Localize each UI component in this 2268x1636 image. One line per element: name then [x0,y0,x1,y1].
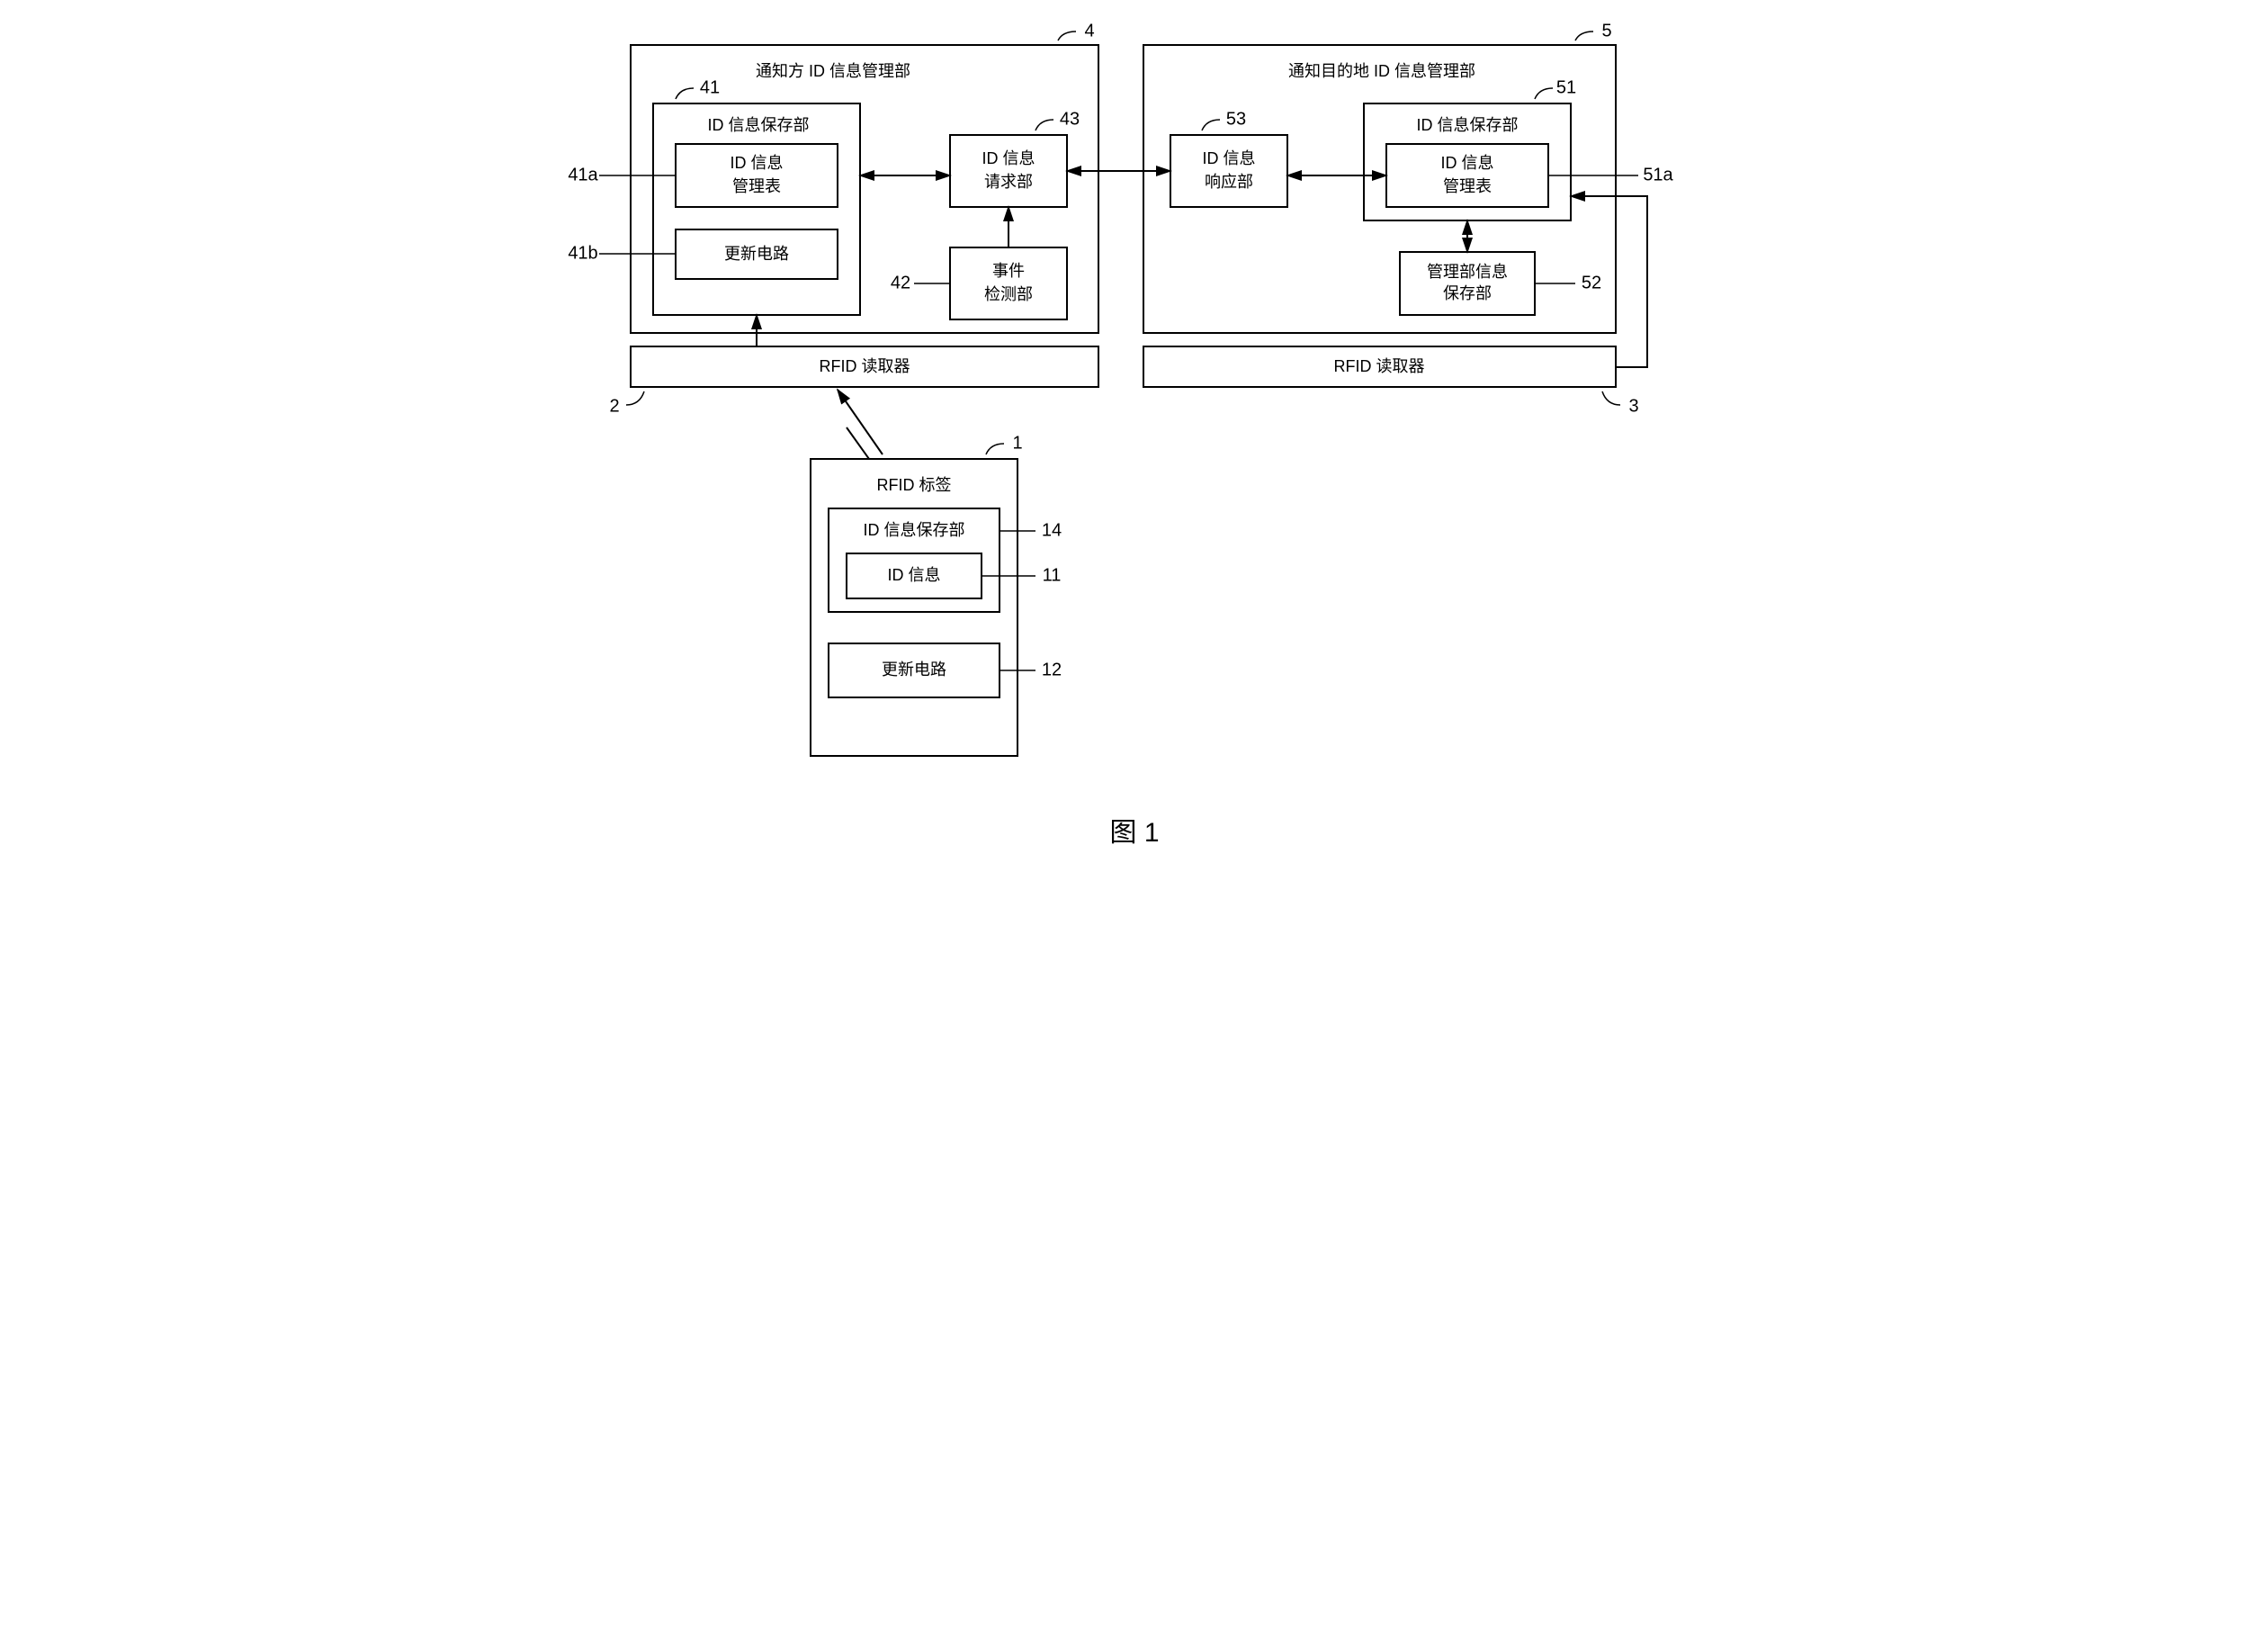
leader-1 [986,444,1004,454]
figure-label: 图 1 [1109,818,1159,848]
leader-2 [626,391,644,405]
leader-5 [1575,31,1593,40]
ref-43: 43 [1059,109,1079,129]
reader-right-label: RFID 读取器 [1333,357,1424,375]
ref-5: 5 [1601,21,1611,40]
mgr-info-l2: 保存部 [1443,284,1492,302]
ref-42: 42 [890,273,910,292]
diagram-canvas: 通知方 ID 信息管理部 4 ID 信息保存部 41 ID 信息 管理表 41a… [559,18,1710,882]
response-box [1170,135,1287,207]
response-l2: 响应部 [1205,173,1253,191]
leader-43 [1035,120,1053,130]
ref-52: 52 [1581,273,1600,292]
request-l2: 请求部 [984,173,1033,191]
leader-51 [1535,88,1553,99]
leader-41 [676,88,694,99]
ref-51a: 51a [1643,165,1673,184]
ref-14: 14 [1041,520,1061,540]
leader-3 [1602,391,1620,405]
event-box [950,247,1067,319]
left-storage-box [653,103,860,315]
arrow-tag-reader [838,390,883,459]
right-table-l2: 管理表 [1443,177,1492,195]
left-table-l1: ID 信息 [730,154,783,172]
leader-4 [1058,31,1076,40]
left-table-l2: 管理表 [732,177,781,195]
reader-left-label: RFID 读取器 [819,357,910,375]
request-l1: ID 信息 [982,149,1035,167]
tag-box [811,459,1017,756]
mgr-info-l1: 管理部信息 [1427,263,1508,281]
request-box [950,135,1067,207]
event-l2: 检测部 [984,285,1033,303]
right-table-l1: ID 信息 [1440,154,1493,172]
ref-3: 3 [1628,396,1638,416]
ref-2: 2 [609,396,619,416]
event-l1: 事件 [992,262,1025,280]
ref-41: 41 [699,77,719,97]
ref-1: 1 [1012,433,1022,453]
tag-title: RFID 标签 [876,476,951,494]
ref-12: 12 [1041,660,1061,679]
tag-update-label: 更新电路 [882,661,946,679]
right-mgr-title: 通知目的地 ID 信息管理部 [1287,62,1475,80]
tag-storage-label: ID 信息保存部 [863,521,964,539]
response-l1: ID 信息 [1202,149,1255,167]
ref-51: 51 [1555,77,1575,97]
ref-11: 11 [1042,565,1061,585]
left-update-label: 更新电路 [724,245,789,263]
ref-4: 4 [1084,21,1094,40]
left-storage-title: ID 信息保存部 [707,116,809,134]
tag-idinfo-label: ID 信息 [887,566,940,584]
ref-41a: 41a [568,165,598,184]
right-storage-title: ID 信息保存部 [1416,116,1518,134]
ref-41b: 41b [568,243,597,263]
left-mgr-title: 通知方 ID 信息管理部 [755,62,910,80]
leader-53 [1202,120,1220,130]
ref-53: 53 [1225,109,1245,129]
